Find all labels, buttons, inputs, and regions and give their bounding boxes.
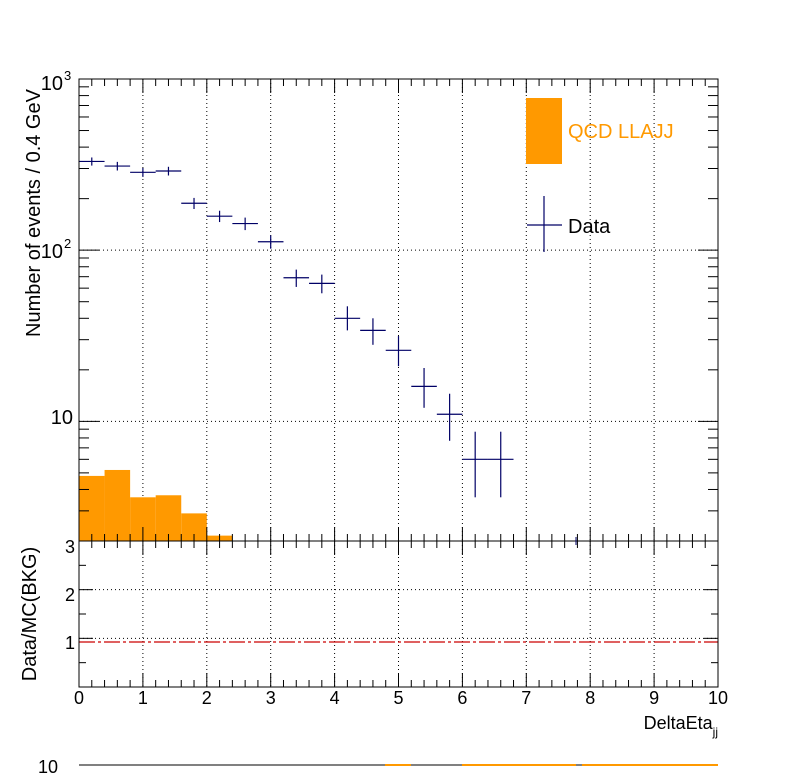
y-tick-label-1000: 10: [41, 73, 63, 95]
legend-qcd-swatch: [526, 98, 562, 164]
ratio-y-axis-label: Data/MC(BKG): [19, 547, 41, 681]
data-point: [360, 318, 386, 345]
y-tick-exponent-100: 2: [64, 236, 71, 251]
ratio-grid: [79, 540, 718, 687]
legend-data-label: Data: [568, 216, 611, 238]
main-y-axis: [79, 78, 718, 542]
qcd-bar: [155, 495, 182, 541]
x-tick-label: 9: [649, 688, 659, 708]
x-axis-label-main: DeltaEta: [644, 713, 714, 733]
clipped-panel-tick: 10: [38, 757, 58, 773]
data-point: [130, 168, 156, 177]
data-points: [79, 157, 514, 498]
data-point: [309, 274, 335, 294]
main-y-tick-labels: 10 10 2 10 3: [41, 68, 73, 429]
data-point: [104, 161, 131, 171]
qcd-bar: [79, 475, 105, 541]
legend: QCD LLAJJ Data: [526, 98, 674, 252]
data-point: [334, 306, 361, 331]
data-point: [232, 217, 258, 231]
x-axis-label-subscript: jj: [712, 725, 718, 739]
ratio-y-tick-2: 2: [65, 585, 75, 605]
x-tick-label: 8: [585, 688, 595, 708]
qcd-bar: [104, 469, 131, 541]
ratio-y-tick-labels: 1 2 3: [65, 537, 75, 653]
data-point: [487, 431, 514, 498]
main-y-axis-label: Number of events / 0.4 GeV: [23, 88, 45, 337]
x-tick-label: 1: [138, 688, 148, 708]
ratio-y-tick-1: 1: [65, 633, 75, 653]
qcd-histogram: [79, 469, 233, 541]
x-tick-label: 7: [521, 688, 531, 708]
main-grid: [79, 79, 718, 541]
x-tick-labels: 0 1 2 3 4 5 6 7 8 9 10: [74, 688, 728, 708]
x-tick-label: 6: [457, 688, 467, 708]
x-tick-label: 10: [708, 688, 728, 708]
x-tick-label: 4: [330, 688, 340, 708]
data-point: [411, 367, 437, 408]
y-tick-label-10: 10: [51, 407, 73, 429]
x-tick-label: 2: [202, 688, 212, 708]
x-tick-label: 3: [266, 688, 276, 708]
data-point: [181, 197, 207, 210]
data-point: [283, 269, 310, 287]
data-point: [155, 166, 182, 176]
x-axis-label: DeltaEtajj: [644, 713, 718, 739]
data-point: [79, 157, 105, 166]
data-point: [385, 336, 412, 367]
y-tick-exponent-1000: 3: [64, 68, 71, 83]
ratio-axes-ticks: [78, 540, 719, 687]
data-point: [462, 431, 488, 498]
clipped-bottom-panel: 10: [38, 757, 718, 773]
main-x-ticks: [78, 79, 719, 541]
x-tick-label: 5: [393, 688, 403, 708]
data-point: [257, 235, 284, 249]
legend-qcd-label: QCD LLAJJ: [568, 121, 674, 143]
ratio-y-tick-3: 3: [65, 537, 75, 557]
x-tick-label: 0: [74, 688, 84, 708]
y-tick-label-100: 10: [41, 241, 63, 263]
data-point: [206, 210, 233, 223]
data-point: [436, 393, 463, 441]
